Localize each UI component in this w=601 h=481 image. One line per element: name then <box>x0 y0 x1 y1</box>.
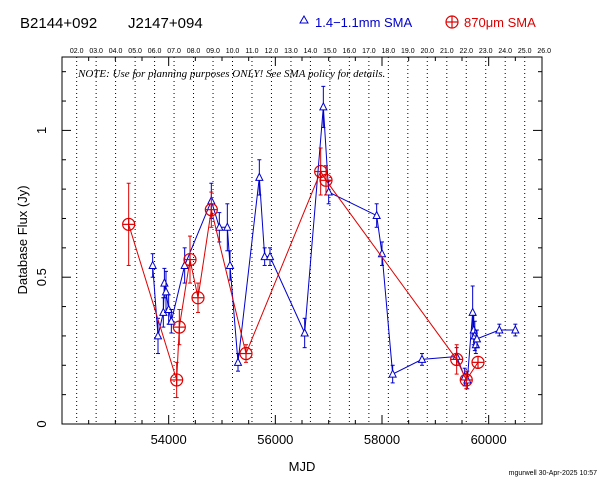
data-point <box>225 260 235 269</box>
data-point <box>265 251 275 261</box>
year-label: 02.0 <box>70 48 84 55</box>
data-point <box>319 101 328 111</box>
year-label: 16.0 <box>343 48 357 55</box>
data-point <box>300 327 309 337</box>
year-label: 21.0 <box>440 48 454 55</box>
data-point <box>388 368 397 378</box>
year-label: 09.0 <box>206 48 220 55</box>
year-label: 20.0 <box>420 48 434 55</box>
year-label: 08.0 <box>187 48 201 55</box>
year-label: 25.0 <box>518 48 532 55</box>
legend-red: 870μm SMA <box>445 15 536 30</box>
planning-note: NOTE: Use for planning purposes ONLY! Se… <box>77 68 385 80</box>
y-tick-label: 0 <box>34 420 49 427</box>
year-label: 05.0 <box>128 48 142 55</box>
year-label: 07.0 <box>167 48 181 55</box>
year-label: 24.0 <box>498 48 512 55</box>
year-label: 17.0 <box>362 48 376 55</box>
x-tick-label: 54000 <box>151 432 187 447</box>
year-label: 15.0 <box>323 48 337 55</box>
year-label: 12.0 <box>265 48 279 55</box>
x-axis-label: MJD <box>289 459 316 474</box>
data-point <box>417 354 427 363</box>
data-point <box>324 186 333 196</box>
source-name-1: B2144+092 <box>20 15 97 32</box>
data-point <box>495 324 504 334</box>
data-point <box>468 307 477 316</box>
series-870um <box>122 147 485 399</box>
data-point <box>255 172 264 181</box>
data-point <box>511 324 520 334</box>
data-point <box>161 286 171 296</box>
data-point <box>472 333 482 343</box>
y-axis-label: Database Flux (Jy) <box>15 185 30 294</box>
data-point <box>148 260 157 269</box>
y-axis-ticks: 00.51 <box>34 71 542 428</box>
year-labels: 02.0 03.0 04.0 05.0 06.0 07.0 08.0 09.0 10.0 11.0… <box>70 48 551 55</box>
source-name-2: J2147+094 <box>128 15 203 32</box>
x-tick-label: 58000 <box>364 432 400 447</box>
year-label: 19.0 <box>401 48 415 55</box>
year-label: 04.0 <box>109 48 123 55</box>
year-label: 10.0 <box>226 48 240 55</box>
legend-triangle-icon <box>299 14 309 24</box>
series-line <box>152 106 516 382</box>
year-gridlines <box>76 57 526 424</box>
data-point <box>160 277 169 287</box>
data-point <box>372 210 381 220</box>
legend-red-label: 870μm SMA <box>464 15 536 30</box>
year-label: 14.0 <box>304 48 318 55</box>
legend-blue: 1.4−1.1mm SMA <box>299 14 413 30</box>
data-point <box>167 316 176 325</box>
year-label: 18.0 <box>382 48 396 55</box>
year-label: 22.0 <box>459 48 473 55</box>
year-label: 03.0 <box>89 48 103 55</box>
footer-stamp: mgurwell 30-Apr-2025 10:57 <box>509 470 597 477</box>
year-label: 23.0 <box>479 48 493 55</box>
year-label: 06.0 <box>148 48 162 55</box>
x-axis-ticks: 54000 56000 58000 60000 <box>88 57 516 447</box>
year-label: 13.0 <box>284 48 298 55</box>
x-tick-label: 60000 <box>471 432 507 447</box>
data-point <box>233 357 243 366</box>
legend-blue-label: 1.4−1.1mm SMA <box>315 15 413 30</box>
y-tick-label: 0.5 <box>34 268 49 286</box>
year-label: 11.0 <box>245 48 258 55</box>
y-tick-label: 1 <box>34 127 49 134</box>
data-point <box>215 222 224 231</box>
x-tick-label: 56000 <box>257 432 293 447</box>
data-point <box>223 222 232 231</box>
data-point <box>153 330 163 340</box>
series-1p1mm <box>148 85 520 390</box>
series-line <box>128 170 479 381</box>
data-point <box>260 251 269 261</box>
year-label: 26.0 <box>537 48 551 55</box>
